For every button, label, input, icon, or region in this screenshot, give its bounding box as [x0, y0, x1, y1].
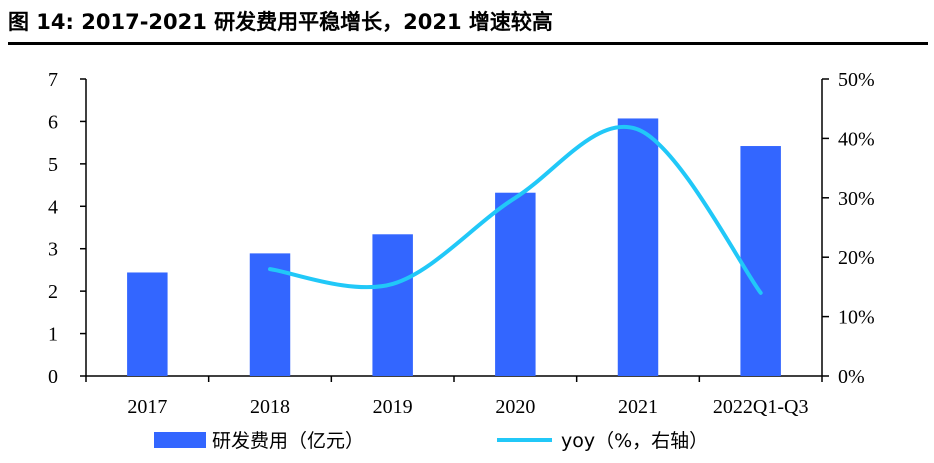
bar: [127, 272, 168, 376]
right-tick-label: 30%: [838, 188, 875, 210]
bar: [740, 146, 781, 376]
line-series: [268, 125, 763, 295]
right-y-axis: 0% 10% 20% 30% 40% 50%: [821, 69, 875, 388]
right-tick-label: 0%: [838, 366, 865, 388]
bar: [372, 234, 413, 376]
left-tick-label: 0: [48, 366, 58, 388]
left-tick-label: 4: [48, 196, 58, 218]
x-tick-label: 2019: [373, 396, 413, 418]
yoy-line: [268, 125, 763, 295]
legend-label-line: yoy（%，右轴）: [561, 430, 708, 452]
left-tick-label: 6: [48, 111, 58, 133]
x-tick-label: 2018: [250, 396, 290, 418]
bar-series: [127, 118, 781, 377]
bar: [617, 118, 659, 377]
chart-title: 图 14: 2017-2021 研发费用平稳增长，2021 增速较高: [8, 10, 553, 34]
left-tick-label: 3: [48, 239, 58, 261]
right-tick-label: 20%: [838, 247, 875, 269]
x-tick-label: 2021: [618, 396, 658, 418]
bar: [495, 192, 536, 376]
left-tick-label: 1: [48, 324, 58, 346]
legend-label-bar: 研发费用（亿元）: [212, 430, 364, 452]
x-tick-label: 2022Q1-Q3: [713, 396, 809, 418]
left-tick-label: 7: [48, 69, 58, 91]
right-tick-label: 40%: [838, 128, 875, 150]
x-axis: 2017 2018 2019 2020 2021 2022Q1-Q3: [85, 375, 823, 418]
right-tick-label: 10%: [838, 307, 875, 329]
legend-swatch-bar: [154, 432, 206, 448]
left-tick-label: 5: [48, 154, 58, 176]
x-tick-label: 2020: [495, 396, 535, 418]
legend: 研发费用（亿元） yoy（%，右轴）: [154, 430, 708, 452]
right-tick-label: 50%: [838, 69, 875, 91]
x-tick-label: 2017: [127, 396, 167, 418]
left-tick-label: 2: [48, 281, 58, 303]
title-underline: [8, 42, 928, 45]
left-y-axis: 0 1 2 3 4 5 6 7: [48, 69, 87, 388]
